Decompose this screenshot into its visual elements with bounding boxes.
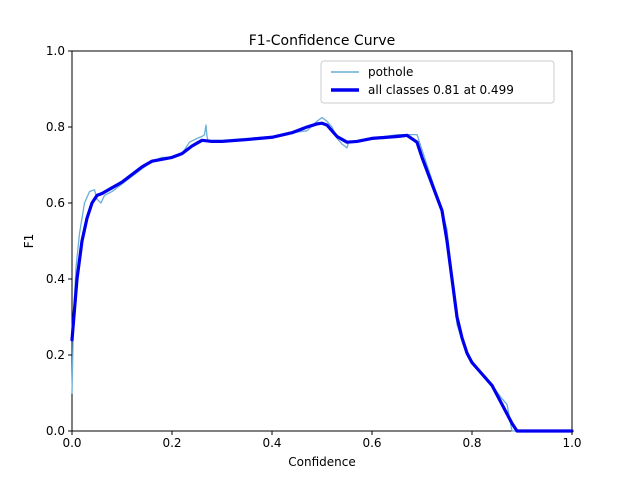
x-tick-label: 0.2 [162, 436, 181, 450]
plot-frame [71, 50, 573, 432]
x-tick-label: 0.4 [262, 436, 281, 450]
series-layer [70, 116, 574, 433]
legend-label-all-classes: all classes 0.81 at 0.499 [368, 83, 514, 97]
x-tick-label: 0.0 [62, 436, 81, 450]
legend-label-pothole: pothole [368, 65, 413, 79]
x-tick-label: 0.8 [462, 436, 481, 450]
y-axis-title: F1 [22, 234, 36, 249]
legend: pothole all classes 0.81 at 0.499 [320, 60, 555, 104]
x-axis-ticks: 0.0 0.2 0.4 0.6 0.8 1.0 [62, 431, 582, 450]
chart-title: F1-Confidence Curve [249, 33, 395, 49]
y-tick-label: 0.0 [46, 424, 65, 438]
y-axis-ticks: 0.0 0.2 0.4 0.6 0.8 1.0 [46, 44, 72, 438]
y-tick-label: 1.0 [46, 44, 65, 58]
y-tick-label: 0.6 [46, 196, 65, 210]
x-tick-label: 1.0 [562, 436, 581, 450]
x-axis-title: Confidence [288, 455, 355, 469]
y-tick-label: 0.4 [46, 272, 65, 286]
y-tick-label: 0.8 [46, 120, 65, 134]
legend-box [320, 60, 555, 104]
y-tick-label: 0.2 [46, 348, 65, 362]
plot-area [70, 50, 574, 433]
x-tick-label: 0.6 [362, 436, 381, 450]
series-line-all-classes [70, 121, 574, 433]
